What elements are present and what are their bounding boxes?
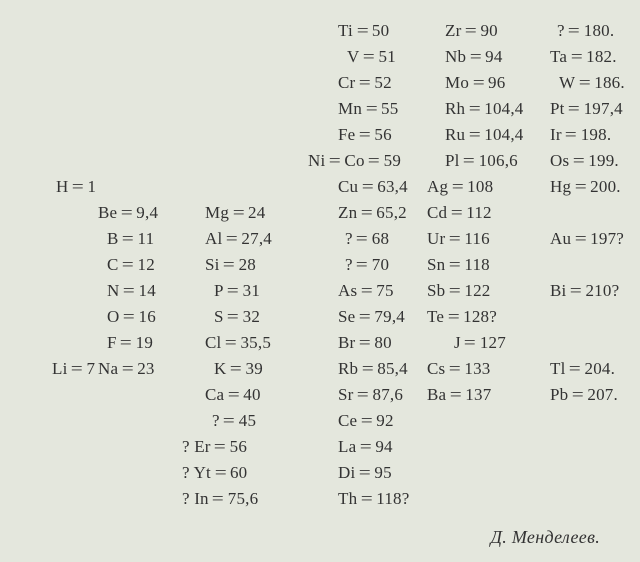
element-cell: Cl = 35,5 xyxy=(205,334,271,351)
element-cell: J = 127 xyxy=(454,334,506,351)
element-cell: Ta = 182. xyxy=(550,48,617,65)
element-cell: Bi = 210? xyxy=(550,282,619,299)
element-cell: Tl = 204. xyxy=(550,360,615,377)
element-cell: Al = 27,4 xyxy=(205,230,272,247)
element-cell: F = 19 xyxy=(107,334,153,351)
element-cell: Nb = 94 xyxy=(445,48,503,65)
element-cell: Li = 7 xyxy=(52,360,95,377)
element-cell: Th = 118? xyxy=(338,490,410,507)
element-cell: Cs = 133 xyxy=(427,360,490,377)
author-signature: Д. Менделеев. xyxy=(491,527,600,548)
element-cell: Te = 128? xyxy=(427,308,497,325)
element-cell: Mn = 55 xyxy=(338,100,398,117)
element-cell: Di = 95 xyxy=(338,464,392,481)
element-cell: Na = 23 xyxy=(98,360,155,377)
element-cell: Br = 80 xyxy=(338,334,392,351)
element-cell: Cd = 112 xyxy=(427,204,492,221)
element-cell: ? = 70 xyxy=(345,256,389,273)
element-cell: Fe = 56 xyxy=(338,126,392,143)
element-cell: Ba = 137 xyxy=(427,386,491,403)
element-cell: Sr = 87,6 xyxy=(338,386,403,403)
element-cell: ? Yt = 60 xyxy=(182,464,247,481)
element-cell: Pt = 197,4 xyxy=(550,100,623,117)
element-cell: Mo = 96 xyxy=(445,74,505,91)
page: Ti = 50 Zr = 90 ? = 180. V = 51 Nb = 94 Ta = … xyxy=(0,0,640,562)
element-cell: Os = 199. xyxy=(550,152,619,169)
element-cell: K = 39 xyxy=(214,360,263,377)
element-cell: Ur = 116 xyxy=(427,230,490,247)
element-cell: ? = 68 xyxy=(345,230,389,247)
element-cell: Se = 79,4 xyxy=(338,308,405,325)
element-cell: As = 75 xyxy=(338,282,394,299)
element-cell: V = 51 xyxy=(347,48,396,65)
element-cell: Ir = 198. xyxy=(550,126,611,143)
element-cell: Pl = 106,6 xyxy=(445,152,518,169)
element-cell: Sb = 122 xyxy=(427,282,490,299)
element-cell: ? = 180. xyxy=(557,22,614,39)
element-cell: ? Er = 56 xyxy=(182,438,247,455)
element-cell: N = 14 xyxy=(107,282,156,299)
element-cell: Rb = 85,4 xyxy=(338,360,408,377)
element-cell: O = 16 xyxy=(107,308,156,325)
element-cell: Hg = 200. xyxy=(550,178,621,195)
element-cell: B = 11 xyxy=(107,230,154,247)
element-cell: Ti = 50 xyxy=(338,22,389,39)
element-cell: Be = 9,4 xyxy=(98,204,158,221)
element-cell: Cr = 52 xyxy=(338,74,392,91)
element-cell: Pb = 207. xyxy=(550,386,618,403)
element-cell: Zn = 65,2 xyxy=(338,204,407,221)
element-cell: Zr = 90 xyxy=(445,22,498,39)
element-cell: Ca = 40 xyxy=(205,386,261,403)
element-cell: Si = 28 xyxy=(205,256,256,273)
element-cell: Au = 197? xyxy=(550,230,624,247)
element-cell: La = 94 xyxy=(338,438,393,455)
element-cell: W = 186. xyxy=(559,74,625,91)
element-cell: Mg = 24 xyxy=(205,204,265,221)
element-cell: Ru = 104,4 xyxy=(445,126,524,143)
element-cell: Sn = 118 xyxy=(427,256,490,273)
element-cell: C = 12 xyxy=(107,256,155,273)
element-cell: ? In = 75,6 xyxy=(182,490,258,507)
element-cell: ? = 45 xyxy=(212,412,256,429)
periodic-data-table: Ti = 50Zr = 90? = 180.V = 51Nb = 94Ta = … xyxy=(28,22,612,492)
element-cell: H = 1 xyxy=(56,178,96,195)
element-cell: Ni = Co = 59 xyxy=(308,152,401,169)
element-cell: Rh = 104,4 xyxy=(445,100,524,117)
element-cell: Ce = 92 xyxy=(338,412,394,429)
element-cell: Cu = 63,4 xyxy=(338,178,408,195)
element-cell: S = 32 xyxy=(214,308,260,325)
element-cell: P = 31 xyxy=(214,282,260,299)
element-cell: Ag = 108 xyxy=(427,178,493,195)
